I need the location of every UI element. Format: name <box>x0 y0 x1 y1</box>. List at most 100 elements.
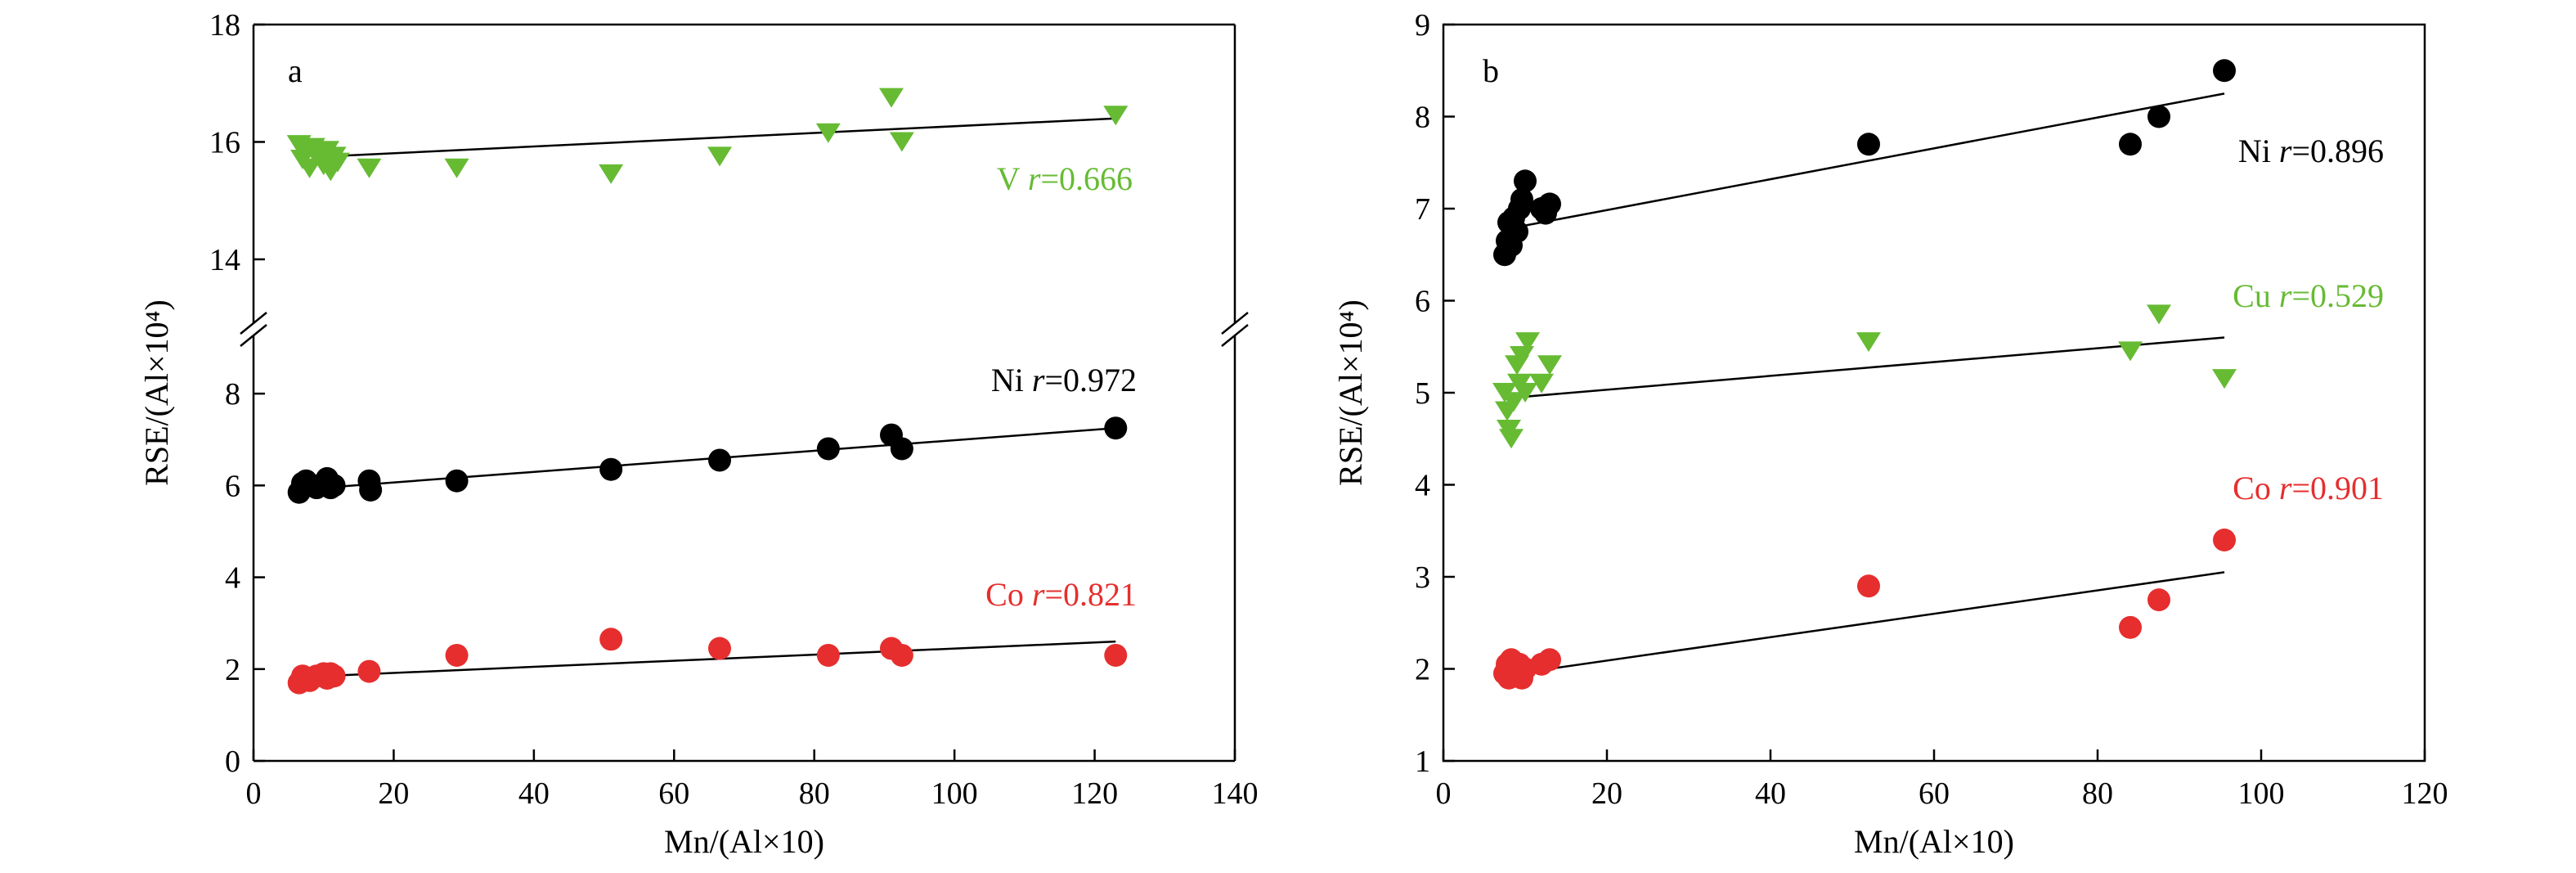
x-tick-label: 140 <box>1212 776 1259 811</box>
y-axis-title: RSE/(Al×10⁴) <box>1332 299 1369 486</box>
x-tick-label: 120 <box>2402 776 2448 811</box>
data-point-v-16 <box>879 88 904 108</box>
x-tick-label: 40 <box>1755 776 1786 811</box>
data-point-cu-11 <box>1537 355 1562 376</box>
data-point-cu-8 <box>1513 383 1537 403</box>
r-symbol: r <box>2279 277 2292 314</box>
r-symbol: r <box>1032 362 1045 398</box>
y-tick-label: 2 <box>225 653 240 687</box>
series-ni <box>1493 59 2236 267</box>
data-point-co-11 <box>1857 574 1880 598</box>
data-point-v-14 <box>707 146 732 167</box>
r-value: 0.666 <box>1059 160 1133 197</box>
data-point-co-15 <box>890 643 913 667</box>
data-point-co-9 <box>357 659 381 683</box>
x-axis-title: Mn/(Al×10) <box>664 823 824 860</box>
fit-line-v <box>323 117 1116 158</box>
fit-line-ni <box>1516 92 2225 228</box>
y-tick-label: 6 <box>225 469 240 503</box>
data-point-ni-11 <box>445 469 469 493</box>
panel-label: a <box>288 52 303 89</box>
x-axis-title: Mn/(Al×10) <box>1854 823 2014 860</box>
x-tick-label: 0 <box>246 776 262 811</box>
r-equals: = <box>2291 277 2310 314</box>
data-point-ni-14 <box>2147 105 2170 128</box>
data-point-cu-15 <box>2212 369 2237 389</box>
r-value: 0.901 <box>2310 470 2384 506</box>
data-point-co-16 <box>1104 643 1128 667</box>
data-point-ni-7 <box>1510 187 1533 211</box>
r-value: 0.972 <box>1063 362 1137 398</box>
y-tick-label: 1 <box>1415 745 1430 779</box>
data-point-ni-12 <box>599 457 623 481</box>
data-point-ni-10 <box>359 478 383 502</box>
x-tick-label: 60 <box>1919 776 1950 811</box>
y-tick-label: 9 <box>1415 8 1430 43</box>
data-point-v-10 <box>325 152 350 173</box>
fit-line-cu <box>1516 336 2225 398</box>
data-point-co-10 <box>445 643 469 667</box>
r-value: 0.529 <box>2310 277 2384 314</box>
axis-break-mark-right-1 <box>1221 312 1249 335</box>
r-equals: = <box>1044 576 1063 613</box>
y-tick-label: 6 <box>1415 285 1430 319</box>
y-tick-label: 4 <box>225 561 240 596</box>
series-ni <box>287 416 1128 504</box>
data-point-ni-13 <box>708 448 731 472</box>
series-name: Co <box>2233 470 2271 506</box>
y-tick-label: 8 <box>1415 101 1430 135</box>
data-point-cu-12 <box>1856 332 1881 353</box>
y-axis-title: RSE/(Al×10⁴) <box>138 299 175 486</box>
data-point-co-8 <box>322 664 346 688</box>
series-v <box>286 88 1129 184</box>
r-symbol: r <box>2279 470 2292 506</box>
y-tick-label: 7 <box>1415 192 1430 227</box>
data-point-v-12 <box>444 158 469 178</box>
label-space <box>1020 160 1028 197</box>
panel-a: 0 20 40 60 80 100 120 140 0 2 4 6 8 14 16 18 Mn/(Al×10) R… <box>138 8 1259 860</box>
data-point-ni-5 <box>1506 220 1528 244</box>
data-point-co-12 <box>2119 615 2142 639</box>
r-equals: = <box>1044 362 1063 398</box>
series-co <box>1493 529 2236 690</box>
x-tick-label: 80 <box>799 776 830 811</box>
r-value: 0.821 <box>1063 576 1137 613</box>
panel-label: b <box>1483 52 1499 89</box>
series-label-co: Co r=0.821 <box>985 576 1137 613</box>
data-point-ni-12 <box>1857 133 1880 156</box>
series-label-cu: Cu r=0.529 <box>2233 277 2384 314</box>
data-point-co-11 <box>599 628 623 651</box>
y-tick-label: 5 <box>1415 376 1430 411</box>
axis-break-mark-left-2 <box>240 324 267 347</box>
data-point-ni-8 <box>1514 169 1537 193</box>
x-tick-label: 20 <box>378 776 409 811</box>
axis-break-mark-right-2 <box>1221 324 1249 347</box>
y-tick-label: 3 <box>1415 560 1430 595</box>
label-space <box>2271 470 2279 506</box>
series-label-co: Co r=0.901 <box>2233 470 2384 506</box>
series-name: V <box>997 160 1021 197</box>
data-point-co-10 <box>1538 648 1561 672</box>
x-tick-label: 0 <box>1436 776 1452 811</box>
r-symbol: r <box>1028 160 1041 197</box>
series-label-v: V r=0.666 <box>997 160 1133 197</box>
x-tick-label: 20 <box>1591 776 1622 811</box>
r-equals: = <box>1040 160 1059 197</box>
y-tick-label: 4 <box>1415 469 1430 503</box>
data-point-ni-17 <box>1104 416 1128 440</box>
data-point-v-11 <box>357 158 382 178</box>
series-name: Cu <box>2233 277 2271 314</box>
label-space <box>2271 133 2279 169</box>
x-tick-label: 60 <box>658 776 689 811</box>
r-symbol: r <box>1032 576 1045 613</box>
data-point-ni-8 <box>322 474 346 497</box>
x-tick-label: 40 <box>518 776 550 811</box>
data-point-cu-10 <box>1529 373 1554 394</box>
series-cu <box>1492 304 2237 449</box>
data-point-v-18 <box>1103 106 1129 126</box>
data-point-ni-13 <box>2119 133 2142 156</box>
r-equals: = <box>2291 133 2310 169</box>
data-point-ni-11 <box>1538 192 1561 216</box>
data-point-cu-9 <box>1515 332 1540 353</box>
